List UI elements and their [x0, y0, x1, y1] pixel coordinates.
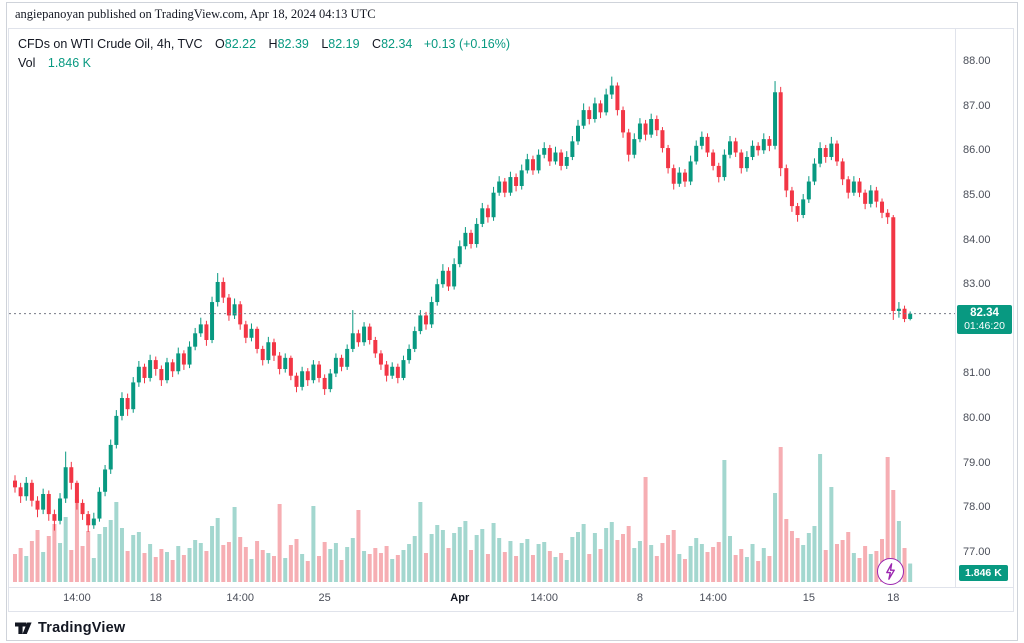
- price-change: +0.13 (+0.16%): [423, 37, 511, 51]
- time-scale-label: 14:00: [530, 592, 558, 604]
- ohlc-open: O82.22: [215, 37, 257, 51]
- time-scale-label: 14:00: [226, 592, 254, 604]
- price-scale-label: 84.00: [963, 233, 991, 246]
- price-scale-label: 85.00: [963, 188, 991, 201]
- time-scale-label: 18: [887, 592, 900, 604]
- tradingview-wordmark: TradingView: [38, 620, 126, 636]
- bar-countdown: 01:46:20: [964, 319, 1005, 332]
- publish-line: angiepanoyan published on TradingView.co…: [15, 7, 376, 21]
- time-scale-label: 25: [318, 592, 331, 604]
- time-scale-label: 15: [802, 592, 815, 604]
- legend-volume-row: Vol 1.846 K: [18, 54, 510, 73]
- publish-header: angiepanoyan published on TradingView.co…: [15, 7, 376, 22]
- time-scale-label: Apr: [450, 592, 470, 604]
- last-price-value: 82.34: [970, 306, 999, 319]
- chart-card: CFDs on WTI Crude Oil, 4h, TVC O82.22 H8…: [8, 28, 1014, 612]
- ohlc-low: L82.19: [321, 37, 360, 51]
- price-scale[interactable]: 82.34 01:46:20 1.846 K 88.00 87.00 86.00 85…: [955, 29, 1013, 588]
- lightning-icon: [886, 563, 895, 580]
- price-scale-label: 77.00: [963, 546, 991, 559]
- volume-label: Vol: [18, 56, 36, 70]
- volume-badge: 1.846 K: [959, 565, 1008, 581]
- time-scale-label: 8: [636, 592, 643, 604]
- price-scale-label: 87.00: [963, 99, 991, 112]
- time-scale-label: 14:00: [699, 592, 727, 604]
- time-axis[interactable]: 14:00 18 14:00 25 Apr 14:00 8 14:00 15 18: [9, 587, 1013, 611]
- price-scale-label: 78.00: [963, 501, 991, 514]
- time-scale-label: 18: [149, 592, 162, 604]
- price-scale-label: 86.00: [963, 144, 991, 157]
- price-scale-label: 80.00: [963, 412, 991, 425]
- volume-value: 1.846 K: [47, 56, 91, 70]
- tradingview-logo[interactable]: TradingView: [14, 619, 125, 637]
- price-scale-label: 88.00: [963, 55, 991, 67]
- symbol-title[interactable]: CFDs on WTI Crude Oil, 4h, TVC: [18, 37, 203, 51]
- price-chart-svg[interactable]: [9, 29, 956, 589]
- ohlc-high: H82.39: [268, 37, 309, 51]
- ohlc-close: C82.34: [372, 37, 413, 51]
- price-scale-label: 79.00: [963, 456, 991, 469]
- footer: TradingView: [14, 616, 125, 640]
- tradingview-mark-icon: [15, 622, 32, 634]
- chart-legend: CFDs on WTI Crude Oil, 4h, TVC O82.22 H8…: [18, 35, 510, 73]
- price-scale-label: 81.00: [963, 367, 991, 380]
- flash-icon-button[interactable]: [877, 558, 904, 585]
- time-scale-label: 14:00: [63, 592, 91, 604]
- legend-symbol-row: CFDs on WTI Crude Oil, 4h, TVC O82.22 H8…: [18, 35, 510, 54]
- price-scale-label: 83.00: [963, 278, 991, 291]
- last-price-badge: 82.34 01:46:20: [957, 304, 1012, 334]
